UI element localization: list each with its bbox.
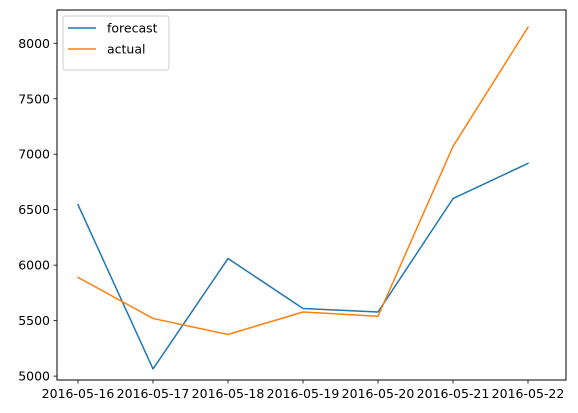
legend: forecast actual xyxy=(62,15,170,71)
series-line-actual xyxy=(76,26,530,336)
y-tick-label: 8000 xyxy=(18,36,50,51)
x-tick-label: 2016-05-18 xyxy=(192,386,265,401)
y-tick-label: 6000 xyxy=(18,258,50,273)
y-axis: 5000 5500 6000 6500 7000 7500 8000 xyxy=(18,36,57,384)
x-tick-label: 2016-05-22 xyxy=(492,386,565,401)
y-tick-label: 7000 xyxy=(18,147,50,162)
legend-label-forecast: forecast xyxy=(107,21,158,36)
y-tick-label: 5500 xyxy=(18,313,50,328)
legend-box xyxy=(62,15,170,71)
x-axis: 2016-05-16 2016-05-17 2016-05-18 2016-05-19… xyxy=(42,380,565,401)
y-tick-label: 6500 xyxy=(18,202,50,217)
y-tick-label: 5000 xyxy=(18,369,50,384)
x-tick-label: 2016-05-17 xyxy=(117,386,190,401)
plot-frame xyxy=(56,9,567,381)
x-tick-label: 2016-05-21 xyxy=(417,386,490,401)
plot-lines xyxy=(76,26,530,370)
y-tick-label: 7500 xyxy=(18,91,50,106)
x-tick-label: 2016-05-20 xyxy=(342,386,415,401)
series-line-forecast xyxy=(77,162,529,370)
x-tick-label: 2016-05-19 xyxy=(267,386,340,401)
legend-label-actual: actual xyxy=(107,42,146,57)
x-tick-label: 2016-05-16 xyxy=(42,386,115,401)
